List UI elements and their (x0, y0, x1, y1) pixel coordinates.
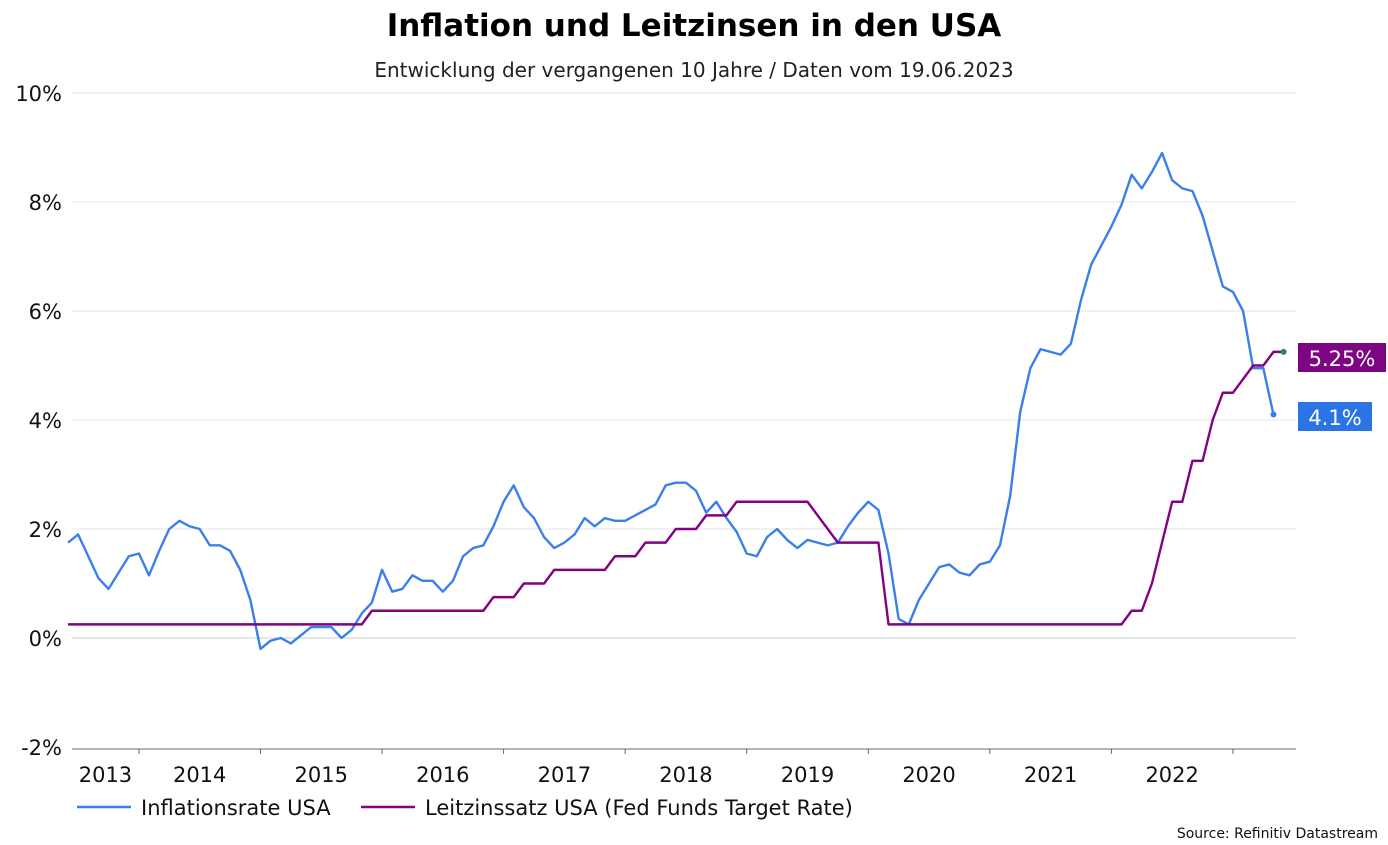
end-value-label: 5.25% (1309, 347, 1376, 371)
legend-label: Leitzinssatz USA (Fed Funds Target Rate) (425, 796, 853, 820)
x-tick-label: 2013 (79, 763, 132, 787)
y-tick-label: -2% (21, 736, 62, 760)
x-tick-label: 2021 (1024, 763, 1077, 787)
y-tick-label: 2% (29, 518, 62, 542)
end-value-badge (1298, 343, 1386, 372)
chart-title: Inflation und Leitzinsen in den USA (387, 8, 1002, 44)
x-tick-label: 2015 (295, 763, 348, 787)
y-tick-label: 8% (29, 191, 62, 215)
x-tick-label: 2022 (1145, 763, 1198, 787)
x-tick-label: 2018 (659, 763, 712, 787)
end-value-label: 4.1% (1308, 406, 1361, 430)
x-tick-label: 2019 (781, 763, 834, 787)
y-tick-label: 4% (29, 409, 62, 433)
y-tick-label: 10% (15, 82, 62, 106)
series-end-point (1270, 411, 1277, 418)
source-note: Source: Refinitiv Datastream (1177, 826, 1378, 842)
end-value-badge (1298, 402, 1372, 431)
y-tick-label: 6% (29, 300, 62, 324)
series-end-point (1280, 348, 1287, 355)
chart-subtitle: Entwicklung der vergangenen 10 Jahre / D… (374, 58, 1013, 82)
x-tick-label: 2014 (173, 763, 226, 787)
legend-label: Inflationsrate USA (141, 796, 331, 820)
x-tick-label: 2020 (902, 763, 955, 787)
x-tick-label: 2016 (416, 763, 469, 787)
series-line-1 (68, 350, 1284, 626)
series-line-0 (67, 151, 1275, 651)
y-tick-label: 0% (29, 627, 62, 651)
x-tick-label: 2017 (538, 763, 591, 787)
